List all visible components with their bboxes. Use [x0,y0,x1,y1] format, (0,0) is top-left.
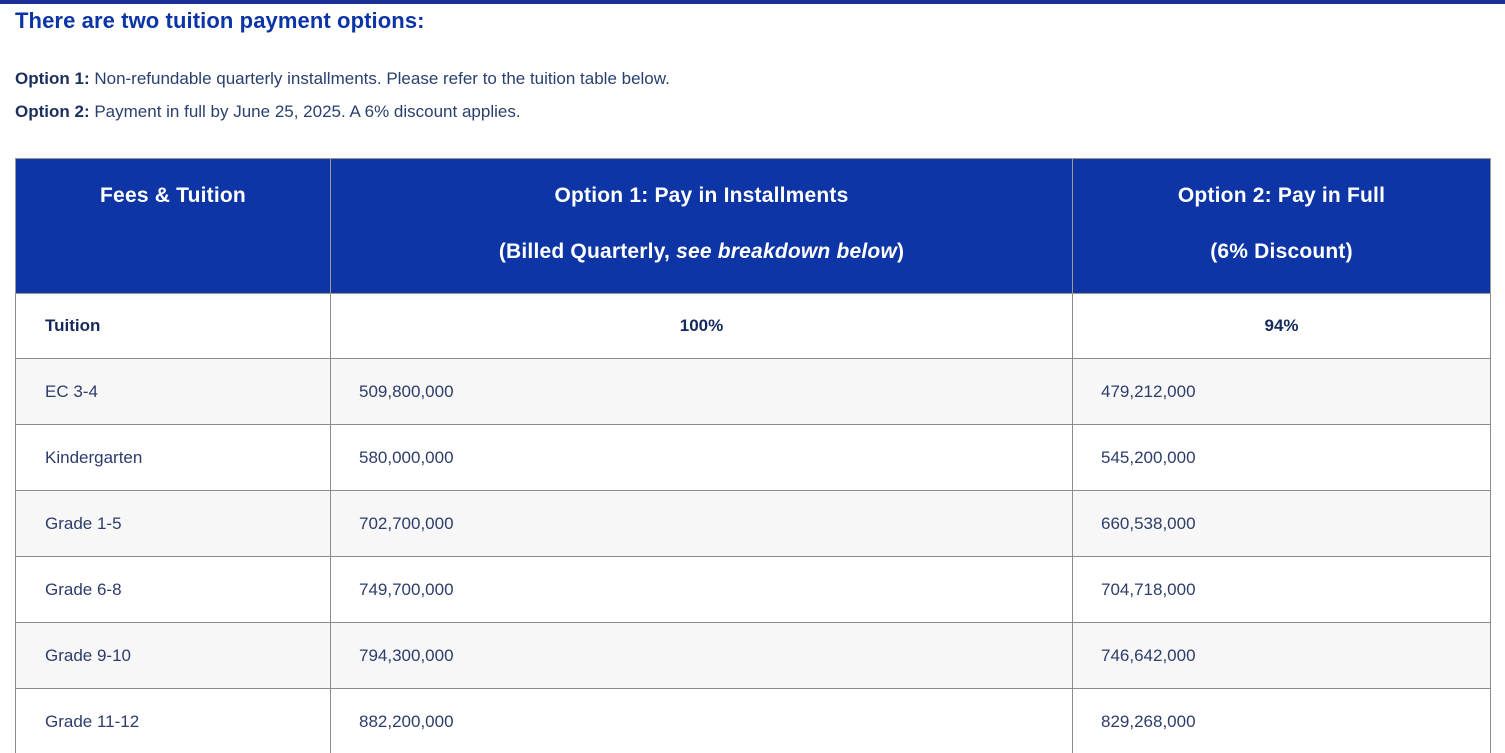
table-row: Kindergarten 580,000,000 545,200,000 [15,424,1491,491]
table-row: Grade 9-10 794,300,000 746,642,000 [15,622,1491,689]
grade-label: Grade 6-8 [15,556,331,623]
option-2-amount: 829,268,000 [1072,688,1491,753]
grade-label: Grade 1-5 [15,490,331,557]
option-2-amount: 660,538,000 [1072,490,1491,557]
table-header-row: Fees & Tuition Option 1: Pay in Installm… [15,158,1491,294]
option-2-text: Payment in full by June 25, 2025. A 6% d… [89,102,521,121]
option-1-amount: 509,800,000 [330,358,1073,425]
grade-label: Kindergarten [15,424,331,491]
payment-options-text: Option 1: Non-refundable quarterly insta… [15,62,1490,128]
option-1-amount: 702,700,000 [330,490,1073,557]
header-option-1-subtitle-italic: see breakdown below [676,240,897,263]
option-2-percent: 94% [1072,293,1491,359]
option-1-text: Non-refundable quarterly installments. P… [89,69,670,88]
option-1-percent: 100% [330,293,1073,359]
header-option-2: Option 2: Pay in Full (6% Discount) [1072,158,1491,294]
header-fees-tuition: Fees & Tuition [15,158,331,294]
page-title: There are two tuition payment options: [15,8,425,33]
option-2-amount: 746,642,000 [1072,622,1491,689]
option-2-description: Option 2: Payment in full by June 25, 20… [15,95,1490,128]
header-fees-tuition-label: Fees & Tuition [100,184,246,207]
option-1-amount: 882,200,000 [330,688,1073,753]
tuition-table: Fees & Tuition Option 1: Pay in Installm… [15,158,1491,753]
option-2-amount: 479,212,000 [1072,358,1491,425]
option-1-amount: 749,700,000 [330,556,1073,623]
option-2-label: Option 2: [15,102,90,121]
option-1-amount: 580,000,000 [330,424,1073,491]
header-option-1-subtitle-prefix: (Billed Quarterly, [498,240,677,263]
header-option-1-title: Option 1: Pay in Installments [554,184,849,207]
table-row: Grade 11-12 882,200,000 829,268,000 [15,688,1491,753]
header-option-1-subtitle: (Billed Quarterly, see breakdown below) [331,239,1072,265]
tuition-row-label: Tuition [15,293,331,359]
grade-label: Grade 11-12 [15,688,331,753]
option-1-amount: 794,300,000 [330,622,1073,689]
header-option-1-subtitle-suffix: ) [896,240,905,263]
table-row: EC 3-4 509,800,000 479,212,000 [15,358,1491,425]
header-option-1: Option 1: Pay in Installments (Billed Qu… [330,158,1073,294]
table-row: Grade 6-8 749,700,000 704,718,000 [15,556,1491,623]
grade-label: EC 3-4 [15,358,331,425]
grade-label: Grade 9-10 [15,622,331,689]
option-1-description: Option 1: Non-refundable quarterly insta… [15,62,1490,95]
header-option-2-subtitle: (6% Discount) [1210,240,1353,263]
option-2-amount: 704,718,000 [1072,556,1491,623]
option-2-amount: 545,200,000 [1072,424,1491,491]
option-1-label: Option 1: [15,69,90,88]
table-row: Grade 1-5 702,700,000 660,538,000 [15,490,1491,557]
top-divider [0,0,1505,4]
header-option-2-title: Option 2: Pay in Full [1177,184,1386,207]
tuition-percent-row: Tuition 100% 94% [15,293,1491,359]
